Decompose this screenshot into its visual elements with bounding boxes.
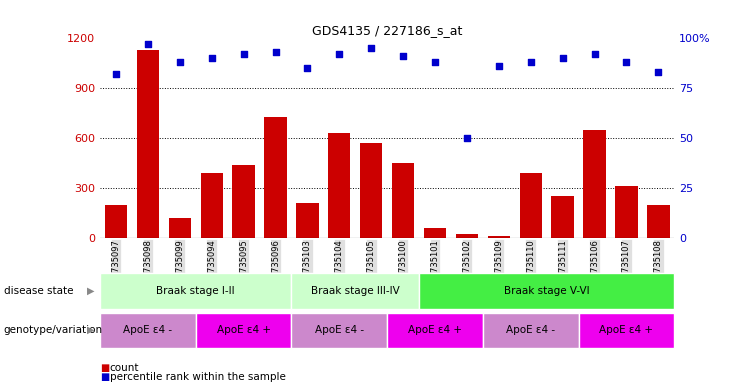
Point [620,59,632,65]
Point [556,55,568,61]
Text: ApoE ε4 +: ApoE ε4 + [216,325,270,335]
Bar [296,203,319,238]
Title: GDS4135 / 227186_s_at: GDS4135 / 227186_s_at [312,24,462,37]
Point [461,135,473,141]
Bar [551,197,574,238]
Text: ApoE ε4 -: ApoE ε4 - [123,325,173,335]
Bar [328,133,350,238]
Point [142,41,154,48]
Point [429,59,441,65]
Point [270,49,282,55]
Point [174,59,186,65]
Point [110,71,122,78]
Text: genotype/variation: genotype/variation [4,325,103,335]
Bar [265,117,287,238]
Bar [424,228,446,238]
Text: ▶: ▶ [87,325,94,335]
Bar [583,130,605,238]
Bar [392,163,414,238]
Text: ■: ■ [100,363,109,373]
Point [588,51,600,58]
Bar [137,50,159,238]
Point [238,51,250,58]
Text: ■: ■ [100,372,109,382]
Bar [233,165,255,238]
Point [493,63,505,70]
Point [206,55,218,61]
Text: count: count [110,363,139,373]
Bar [169,218,191,238]
Bar [104,205,127,238]
Bar [360,143,382,238]
Text: ApoE ε4 +: ApoE ε4 + [408,325,462,335]
Point [333,51,345,58]
Bar [647,205,670,238]
Point [365,45,377,51]
Text: ▶: ▶ [87,286,94,296]
Text: ApoE ε4 -: ApoE ε4 - [315,325,364,335]
Bar [456,234,478,238]
Point [397,53,409,60]
Bar [615,187,637,238]
Point [525,59,536,65]
Text: disease state: disease state [4,286,73,296]
Bar [201,173,223,238]
Text: ApoE ε4 +: ApoE ε4 + [599,325,654,335]
Text: percentile rank within the sample: percentile rank within the sample [110,372,285,382]
Bar [519,173,542,238]
Text: ApoE ε4 -: ApoE ε4 - [506,325,555,335]
Point [302,65,313,71]
Bar [488,237,510,238]
Text: Braak stage III-IV: Braak stage III-IV [311,286,399,296]
Text: Braak stage I-II: Braak stage I-II [156,286,235,296]
Point [652,69,664,75]
Text: Braak stage V-VI: Braak stage V-VI [504,286,590,296]
